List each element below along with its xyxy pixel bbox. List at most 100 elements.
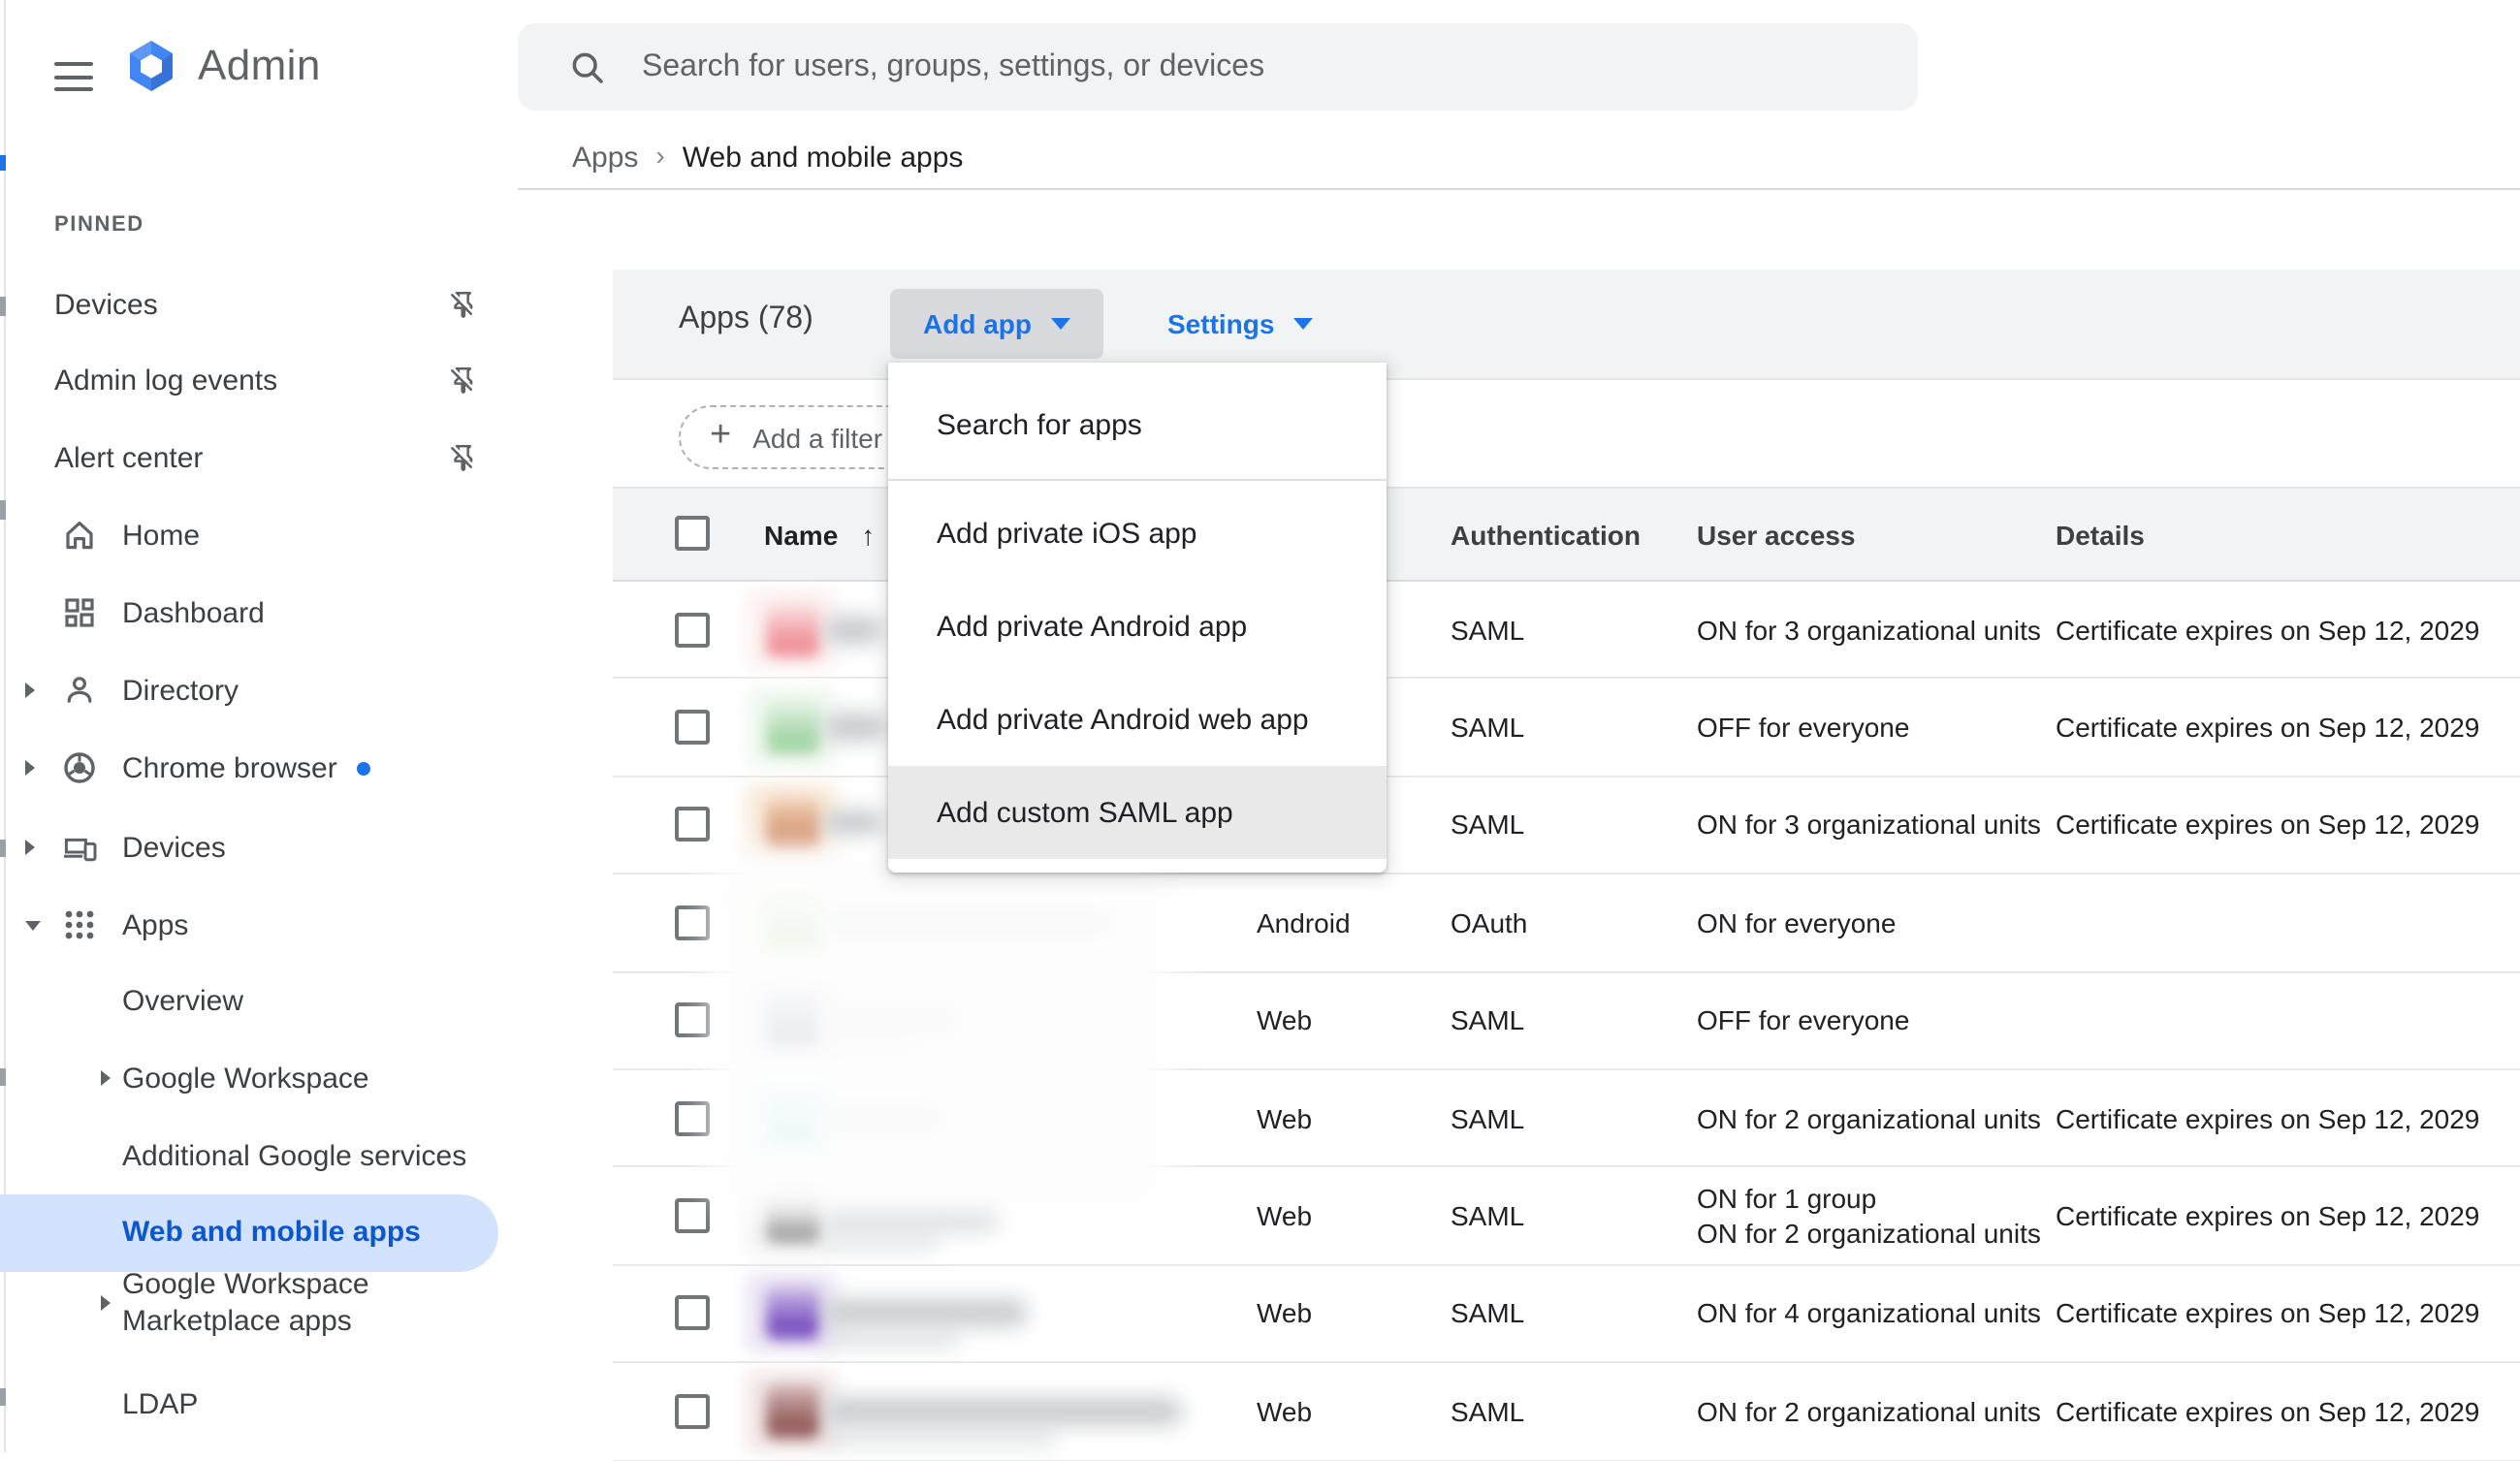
details-cell: Certificate expires on Sep 12, 2029 bbox=[2056, 1102, 2480, 1134]
app-icon bbox=[766, 1383, 820, 1439]
breadcrumb-divider bbox=[518, 188, 2520, 190]
sidebar-item-apps[interactable]: Apps bbox=[0, 898, 504, 952]
devices-icon bbox=[60, 828, 99, 867]
search-input[interactable] bbox=[638, 48, 1809, 86]
column-header-authentication[interactable]: Authentication bbox=[1451, 519, 1641, 550]
expand-right-icon bbox=[101, 1295, 111, 1311]
window-edge-artifact bbox=[0, 297, 5, 316]
window-edge-artifact bbox=[0, 1068, 5, 1086]
global-search[interactable] bbox=[518, 23, 1918, 111]
expand-right-icon bbox=[25, 683, 35, 698]
sidebar-item-dashboard[interactable]: Dashboard bbox=[0, 586, 504, 640]
menu-item-add-private-android-app[interactable]: Add private Android app bbox=[937, 610, 1248, 643]
select-all-checkbox[interactable] bbox=[675, 516, 710, 551]
breadcrumb: Apps › Web and mobile apps bbox=[572, 136, 963, 178]
platform-cell: Web bbox=[1257, 1297, 1313, 1329]
menu-item-search-for-apps[interactable]: Search for apps bbox=[937, 408, 1142, 441]
admin-logo-icon[interactable] bbox=[120, 35, 182, 97]
column-header-details[interactable]: Details bbox=[2056, 519, 2145, 550]
expand-right-icon bbox=[101, 1070, 111, 1086]
redacted-app-name bbox=[824, 713, 886, 743]
app-title: Admin bbox=[198, 41, 321, 89]
sidebar-item-web-and-mobile-apps[interactable]: Web and mobile apps bbox=[0, 1194, 498, 1272]
menu-divider bbox=[888, 479, 1387, 481]
row-checkbox[interactable] bbox=[675, 1198, 710, 1234]
row-checkbox[interactable] bbox=[675, 807, 710, 842]
table-row[interactable]: Web SAML ON for 4 organizational units C… bbox=[613, 1265, 2520, 1364]
platform-cell: Web bbox=[1257, 1004, 1313, 1036]
row-checkbox[interactable] bbox=[675, 1100, 710, 1136]
menu-item-add-private-android-web-app[interactable]: Add private Android web app bbox=[937, 703, 1309, 736]
chevron-down-icon bbox=[1293, 318, 1314, 330]
sidebar-item-additional-google-services[interactable]: Additional Google services bbox=[122, 1139, 467, 1172]
row-checkbox[interactable] bbox=[675, 905, 710, 940]
menu-item-add-private-ios-app[interactable]: Add private iOS app bbox=[937, 517, 1197, 550]
breadcrumb-parent[interactable]: Apps bbox=[572, 141, 639, 174]
sidebar-item-home[interactable]: Home bbox=[0, 508, 504, 562]
user-access-cell: ON for 1 group ON for 2 organizational un… bbox=[1697, 1183, 2041, 1250]
chrome-icon bbox=[60, 748, 99, 787]
apps-toolbar: Apps (78) Add app Settings bbox=[613, 270, 2520, 378]
sidebar-item-google-workspace[interactable]: Google Workspace bbox=[0, 1049, 504, 1107]
authentication-cell: SAML bbox=[1451, 1395, 1525, 1427]
menu-item-add-custom-saml-app[interactable]: Add custom SAML app bbox=[888, 766, 1387, 859]
row-checkbox[interactable] bbox=[675, 1295, 710, 1331]
dashboard-icon bbox=[60, 593, 99, 632]
details-cell: Certificate expires on Sep 12, 2029 bbox=[2056, 712, 2480, 744]
apps-count-label: Apps (78) bbox=[679, 302, 813, 335]
authentication-cell: SAML bbox=[1451, 712, 1525, 744]
row-checkbox[interactable] bbox=[675, 1002, 710, 1038]
sidebar-item-google-workspace-marketplace-apps[interactable]: Google Workspace Marketplace apps bbox=[0, 1266, 504, 1340]
unpin-icon[interactable] bbox=[444, 440, 479, 475]
sidebar-item-directory[interactable]: Directory bbox=[0, 663, 504, 717]
app-icon bbox=[766, 602, 820, 657]
home-icon bbox=[60, 516, 99, 555]
unpin-icon[interactable] bbox=[444, 287, 479, 322]
redaction-blur-overlay bbox=[733, 869, 1148, 1194]
expand-right-icon bbox=[25, 840, 35, 855]
user-access-cell: OFF for everyone bbox=[1697, 712, 1910, 744]
window-edge-artifact bbox=[0, 1388, 5, 1406]
row-checkbox[interactable] bbox=[675, 710, 710, 746]
row-checkbox[interactable] bbox=[675, 1393, 710, 1429]
column-header-name[interactable]: Name ↑ bbox=[764, 519, 876, 550]
unpin-icon[interactable] bbox=[444, 363, 479, 397]
sidebar-item-devices[interactable]: Devices bbox=[0, 820, 504, 874]
window-edge-line bbox=[4, 0, 6, 1452]
sidebar-item-admin-log-events[interactable]: Admin log events bbox=[0, 353, 504, 407]
sidebar-item-alert-center[interactable]: Alert center bbox=[0, 430, 504, 485]
authentication-cell: SAML bbox=[1451, 1200, 1525, 1232]
chevron-down-icon bbox=[1051, 318, 1070, 330]
redacted-app-name-line2 bbox=[824, 1231, 941, 1254]
hamburger-menu-icon[interactable] bbox=[54, 62, 93, 93]
sidebar-item-overview[interactable]: Overview bbox=[122, 984, 244, 1017]
sidebar-item-ldap[interactable]: LDAP bbox=[122, 1387, 199, 1420]
redacted-app-name bbox=[824, 1201, 999, 1231]
person-icon bbox=[60, 671, 99, 710]
sort-ascending-icon: ↑ bbox=[861, 519, 876, 550]
details-cell: Certificate expires on Sep 12, 2029 bbox=[2056, 809, 2480, 841]
add-filter-chip[interactable]: + Add a filter bbox=[679, 405, 1047, 469]
table-row[interactable]: Web SAML ON for 2 organizational units C… bbox=[613, 1363, 2520, 1461]
user-access-cell: ON for 3 organizational units bbox=[1697, 809, 2041, 841]
apps-grid-icon bbox=[60, 905, 99, 944]
redacted-app-name-line2 bbox=[824, 1328, 960, 1350]
user-access-cell: ON for 2 organizational units bbox=[1697, 1102, 2041, 1134]
add-app-button[interactable]: Add app bbox=[890, 289, 1103, 359]
details-cell: Certificate expires on Sep 12, 2029 bbox=[2056, 1200, 2480, 1232]
row-checkbox[interactable] bbox=[675, 612, 710, 648]
pinned-section-label: PINNED bbox=[54, 213, 144, 237]
column-header-user-access[interactable]: User access bbox=[1697, 519, 1856, 550]
platform-cell: Web bbox=[1257, 1200, 1313, 1232]
breadcrumb-current: Web and mobile apps bbox=[682, 141, 964, 174]
window-edge-artifact bbox=[0, 500, 5, 520]
expand-right-icon bbox=[25, 760, 35, 776]
sidebar-item-devices[interactable]: Devices bbox=[0, 277, 504, 332]
app-icon bbox=[766, 797, 820, 852]
window-edge-artifact bbox=[0, 155, 5, 171]
user-access-cell: ON for 2 organizational units bbox=[1697, 1395, 2041, 1427]
sidebar-item-chrome-browser[interactable]: Chrome browser bbox=[0, 741, 504, 795]
settings-button[interactable]: Settings bbox=[1152, 289, 1328, 359]
authentication-cell: OAuth bbox=[1451, 906, 1528, 938]
